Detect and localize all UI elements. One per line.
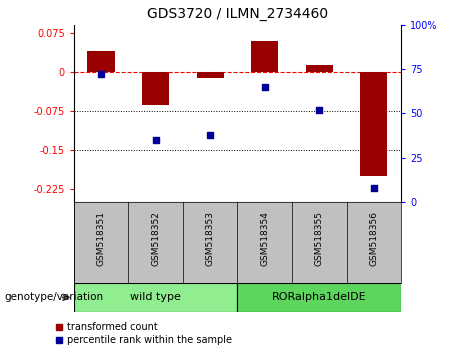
Bar (306, 65, 333, 72)
Point (207, 132, 214, 137)
Text: RORalpha1delDE: RORalpha1delDE (272, 292, 366, 302)
Text: genotype/variation: genotype/variation (5, 292, 104, 302)
Bar (251, 41, 278, 72)
Text: GSM518351: GSM518351 (96, 211, 106, 266)
Text: GSM518355: GSM518355 (315, 211, 324, 266)
Point (97, 72, 105, 77)
Bar (237, 283, 401, 312)
Legend: transformed count, percentile rank within the sample: transformed count, percentile rank withi… (51, 319, 236, 349)
Text: GSM518354: GSM518354 (260, 211, 269, 266)
Bar (88, 51, 115, 72)
Text: GSM518356: GSM518356 (369, 211, 378, 266)
Point (152, 137, 159, 143)
Point (261, 84, 268, 90)
Bar (74, 283, 237, 312)
Point (370, 185, 378, 190)
Bar (142, 72, 169, 105)
Text: wild type: wild type (130, 292, 181, 302)
Point (315, 107, 323, 113)
Text: GSM518352: GSM518352 (151, 211, 160, 266)
Title: GDS3720 / ILMN_2734460: GDS3720 / ILMN_2734460 (147, 7, 328, 21)
Bar (196, 72, 224, 78)
Bar (360, 72, 387, 176)
Text: GSM518353: GSM518353 (206, 211, 215, 266)
